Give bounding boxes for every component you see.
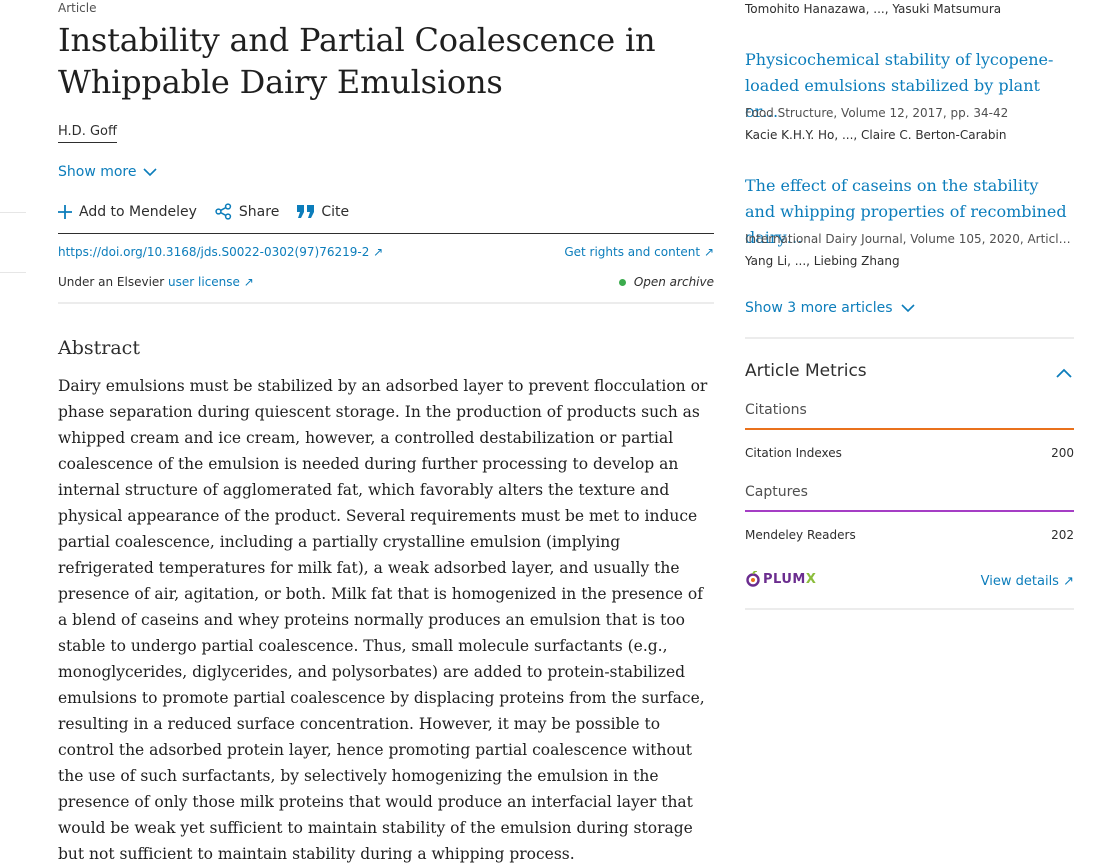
show-more-button[interactable]: Show more: [58, 164, 157, 180]
article-metrics-heading: Article Metrics: [745, 361, 867, 381]
recommended-article-title[interactable]: Physicochemical stability of lycopene-lo…: [745, 50, 1054, 121]
recommended-article-title[interactable]: The effect of caseins on the stability a…: [745, 176, 1067, 247]
article-title: Instability and Partial Coalescence in W…: [58, 21, 656, 101]
share-label: Share: [238, 203, 280, 220]
actions-divider: [58, 233, 714, 234]
view-details-link[interactable]: View details ↗: [981, 574, 1074, 589]
share-icon: [215, 203, 232, 220]
collapse-metrics-button[interactable]: [1056, 363, 1072, 382]
license-line: Under an Elsevier user license ↗: [58, 275, 254, 289]
chevron-down-icon: [142, 167, 157, 176]
recommended-article-authors: Yang Li, ..., Liebing Zhang: [745, 254, 900, 268]
citations-bar: [745, 428, 1074, 430]
share-button[interactable]: Share: [215, 203, 279, 220]
citation-indexes-label: Citation Indexes: [745, 446, 842, 460]
abstract-heading: Abstract: [58, 337, 140, 359]
mendeley-readers-value: 202: [1051, 528, 1074, 542]
left-panel-edge-top: [0, 212, 26, 213]
metrics-top-divider: [745, 337, 1074, 339]
open-status-dot-icon: [618, 278, 626, 286]
article-type-label: Article: [58, 1, 97, 15]
recommended-article-authors: Kacie K.H.Y. Ho, ..., Claire C. Berton-C…: [745, 128, 1007, 142]
previous-article-authors: Tomohito Hanazawa, ..., Yasuki Matsumura: [745, 2, 1002, 16]
mendeley-readers-label: Mendeley Readers: [745, 528, 856, 542]
external-link-icon: ↗: [373, 245, 384, 259]
recommended-article-source: International Dairy Journal, Volume 105,…: [745, 232, 1073, 246]
external-link-icon: ↗: [1063, 574, 1074, 589]
open-status-label: Open archive: [633, 275, 714, 289]
doi-link[interactable]: https://doi.org/10.3168/jds.S0022-0302(9…: [58, 245, 383, 259]
abstract-text: Dairy emulsions must be stabilized by an…: [58, 377, 708, 863]
open-archive-badge: Open archive: [618, 275, 714, 289]
chevron-up-icon: [1056, 368, 1072, 378]
show-more-label: Show more: [58, 164, 137, 180]
cite-label: Cite: [321, 203, 350, 220]
article-actions: Add to Mendeley Share Cite: [58, 203, 349, 220]
citation-indexes-row: Citation Indexes 200: [745, 446, 1074, 460]
header-divider: [58, 302, 714, 304]
left-panel-edge-bottom: [0, 272, 26, 273]
user-license-link[interactable]: user license ↗: [168, 275, 254, 289]
plumx-logo: PLUMX: [745, 571, 816, 587]
author-link[interactable]: H.D. Goff: [58, 124, 117, 143]
quote-icon: [297, 205, 315, 218]
external-link-icon: ↗: [243, 275, 254, 289]
captures-category: Captures: [745, 484, 808, 500]
recommended-article-source: Food Structure, Volume 12, 2017, pp. 34-…: [745, 106, 1009, 120]
plumx-plum-icon: [746, 571, 760, 587]
mendeley-label: Add to Mendeley: [79, 203, 197, 220]
rights-link[interactable]: Get rights and content ↗: [564, 245, 714, 259]
metrics-bottom-divider: [745, 608, 1074, 610]
cite-button[interactable]: Cite: [297, 203, 349, 220]
external-link-icon: ↗: [703, 245, 714, 259]
captures-bar: [745, 510, 1074, 512]
doi-text: https://doi.org/10.3168/jds.S0022-0302(9…: [58, 245, 370, 259]
license-prefix: Under an Elsevier: [58, 275, 165, 289]
show-more-articles-button[interactable]: Show 3 more articles: [745, 300, 915, 316]
citation-indexes-value: 200: [1051, 446, 1074, 460]
mendeley-readers-row: Mendeley Readers 202: [745, 528, 1074, 542]
rights-text: Get rights and content: [564, 245, 701, 259]
add-to-mendeley-button[interactable]: Add to Mendeley: [58, 203, 197, 220]
plumx-wordmark: PLUMX: [763, 571, 817, 587]
chevron-down-icon: [900, 303, 915, 312]
plus-icon: [58, 204, 72, 219]
user-license-text: user license: [168, 275, 240, 289]
view-details-label: View details: [980, 574, 1059, 589]
show-more-articles-label: Show 3 more articles: [745, 300, 893, 316]
citations-category: Citations: [745, 402, 807, 418]
